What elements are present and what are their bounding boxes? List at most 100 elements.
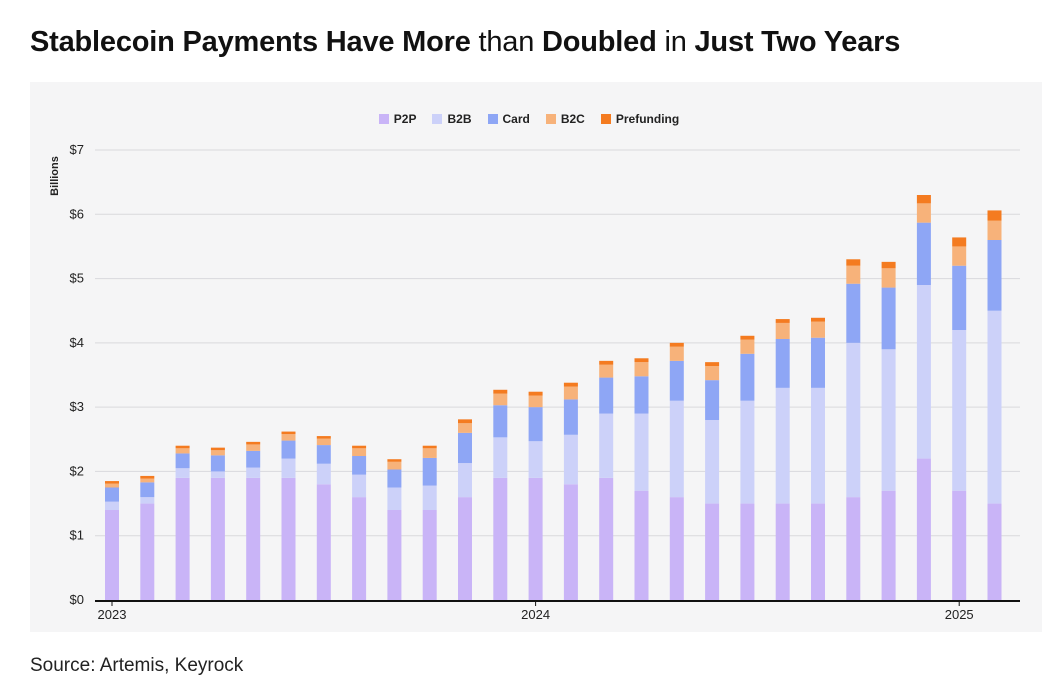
bar-2023-05 [246, 441, 261, 600]
bar-segment-prefunding [669, 342, 684, 347]
bar-segment-p2p [246, 477, 261, 600]
bar-segment-p2p [952, 490, 967, 600]
bar-segment-card [387, 469, 402, 488]
bar-segment-card [952, 265, 967, 330]
bar-segment-p2p [563, 484, 578, 600]
bar-segment-b2b [811, 387, 825, 504]
y-axis-label: Billions [49, 156, 61, 196]
bar-segment-prefunding [916, 195, 931, 204]
bar-segment-prefunding [599, 360, 614, 365]
bar-segment-card [422, 457, 437, 486]
chart-legend: P2P B2B Card B2C Prefunding [0, 112, 1058, 126]
bar-segment-card [210, 455, 225, 472]
bar-segment-p2p [634, 490, 649, 600]
legend-swatch [600, 114, 611, 124]
bar-segment-prefunding [740, 335, 755, 340]
bar-segment-p2p [811, 503, 825, 600]
bar-segment-b2c [916, 203, 931, 223]
bar-segment-prefunding [634, 358, 649, 363]
bar-segment-prefunding [387, 459, 402, 462]
y-tick-label: $2 [70, 463, 84, 478]
bar-segment-b2b [775, 387, 790, 504]
bar-segment-b2b [281, 458, 296, 478]
bar-segment-card [916, 222, 931, 285]
bar-segment-card [881, 287, 896, 350]
bar-segment-b2b [634, 413, 649, 491]
bar-segment-prefunding [458, 419, 472, 424]
bar-segment-prefunding [705, 362, 720, 366]
bar-segment-card [987, 240, 1002, 311]
bar-2025-01 [952, 237, 967, 600]
legend-swatch [487, 114, 498, 124]
bar-segment-prefunding [175, 445, 190, 449]
bar-segment-b2c [352, 448, 367, 456]
bar-segment-b2c [422, 448, 437, 458]
bar-segment-p2p [669, 497, 684, 600]
x-tick-label: 2024 [521, 607, 550, 622]
bar-segment-b2b [705, 420, 720, 504]
bar-segment-b2c [952, 246, 967, 266]
bar-segment-b2b [599, 413, 614, 478]
bar-segment-p2p [493, 477, 508, 600]
bar-segment-card [846, 283, 861, 343]
bar-segment-p2p [175, 477, 190, 600]
bar-segment-p2p [140, 503, 155, 600]
y-tick-label: $3 [70, 399, 84, 414]
bar-2023-10 [422, 445, 437, 600]
legend-label: P2P [393, 112, 417, 126]
bar-segment-b2b [175, 468, 190, 478]
legend-item-b2b: B2B [432, 112, 472, 126]
bar-segment-card [316, 445, 331, 464]
bar-segment-prefunding [210, 447, 225, 451]
bar-segment-card [599, 377, 614, 414]
bar-segment-prefunding [987, 210, 1002, 221]
bar-segment-b2b [493, 437, 508, 478]
bar-2024-12 [916, 195, 931, 600]
bar-2024-02 [563, 382, 578, 600]
bar-segment-b2c [775, 322, 790, 339]
bar-segment-card [105, 487, 119, 502]
x-tick-label: 2023 [98, 607, 127, 622]
bar-segment-p2p [987, 503, 1002, 600]
bar-segment-card [528, 407, 543, 442]
bar-segment-b2b [987, 310, 1002, 504]
bar-segment-b2c [210, 450, 225, 456]
title-part-2: Doubled [542, 26, 657, 58]
bar-segment-b2c [846, 265, 861, 284]
legend-swatch [432, 114, 443, 124]
bar-segment-b2b [105, 501, 119, 510]
bar-segment-p2p [105, 510, 119, 600]
bar-2023-04 [210, 447, 225, 600]
bar-segment-b2b [422, 485, 437, 510]
x-tick-label: 2025 [945, 607, 974, 622]
bar-segment-p2p [916, 458, 931, 600]
bar-segment-card [775, 339, 790, 388]
bar-segment-b2c [246, 444, 261, 451]
bar-segment-card [246, 450, 261, 468]
bar-segment-prefunding [281, 431, 296, 435]
bar-segment-b2c [881, 268, 896, 288]
bar-segment-prefunding [140, 475, 155, 479]
bar-2024-11 [881, 261, 896, 600]
bar-segment-card [740, 353, 755, 401]
bar-segment-b2b [246, 467, 261, 478]
bar-segment-b2b [352, 474, 367, 498]
y-tick-label: $7 [70, 142, 84, 157]
bar-segment-b2b [846, 342, 861, 498]
bar-segment-prefunding [952, 237, 967, 247]
bar-segment-card [563, 399, 578, 435]
bar-segment-card [705, 380, 720, 420]
bar-segment-b2b [387, 487, 402, 510]
bar-segment-p2p [705, 503, 720, 600]
legend-label: Prefunding [615, 112, 680, 126]
source-note: Source: Artemis, Keyrock [30, 655, 244, 676]
legend-label: Card [502, 112, 530, 126]
bar-segment-b2c [105, 483, 119, 488]
bar-2023-03 [175, 445, 190, 600]
bar-segment-card [634, 376, 649, 414]
bar-segment-card [281, 440, 296, 459]
legend-label: B2B [447, 112, 472, 126]
bar-segment-p2p [422, 510, 437, 600]
bar-2023-01 [105, 481, 119, 600]
bar-segment-card [811, 337, 825, 388]
